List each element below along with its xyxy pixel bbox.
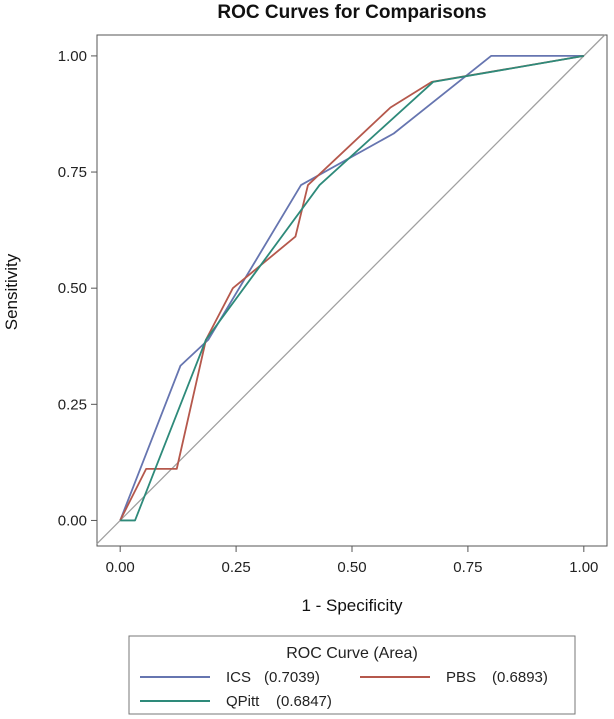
x-tick-label: 0.75 [453,559,482,576]
legend-title: ROC Curve (Area) [286,645,418,662]
x-tick-label: 0.00 [106,559,135,576]
reference-diagonal-line [96,34,606,545]
x-axis-label: 1 - Specificity [301,596,403,615]
roc-curve-ics [119,55,584,521]
x-tick-label: 0.50 [337,559,366,576]
y-axis-label: Sensitivity [2,253,21,330]
legend-area-pbs: (0.6893) [492,669,548,686]
legend-label-ics: ICS [226,669,251,686]
legend-area-ics: (0.7039) [264,669,320,686]
roc-curve-pbs [119,55,584,521]
x-tick-label: 0.25 [221,559,250,576]
legend-label-pbs: PBS [446,669,476,686]
legend-area-qpitt: (0.6847) [276,693,332,710]
y-tick-label: 0.25 [58,396,87,413]
roc-curve-qpitt [120,55,584,522]
legend: ROC Curve (Area) ICS (0.7039) PBS (0.689… [128,635,576,715]
y-tick-label: 0.75 [58,164,87,181]
y-tick-label: 1.00 [58,48,87,65]
x-tick-label: 1.00 [569,559,598,576]
chart-title: ROC Curves for Comparisons [217,2,486,23]
legend-label-qpitt: QPitt [226,693,260,710]
y-tick-label: 0.50 [58,280,87,297]
y-tick-label: 0.00 [58,512,87,529]
